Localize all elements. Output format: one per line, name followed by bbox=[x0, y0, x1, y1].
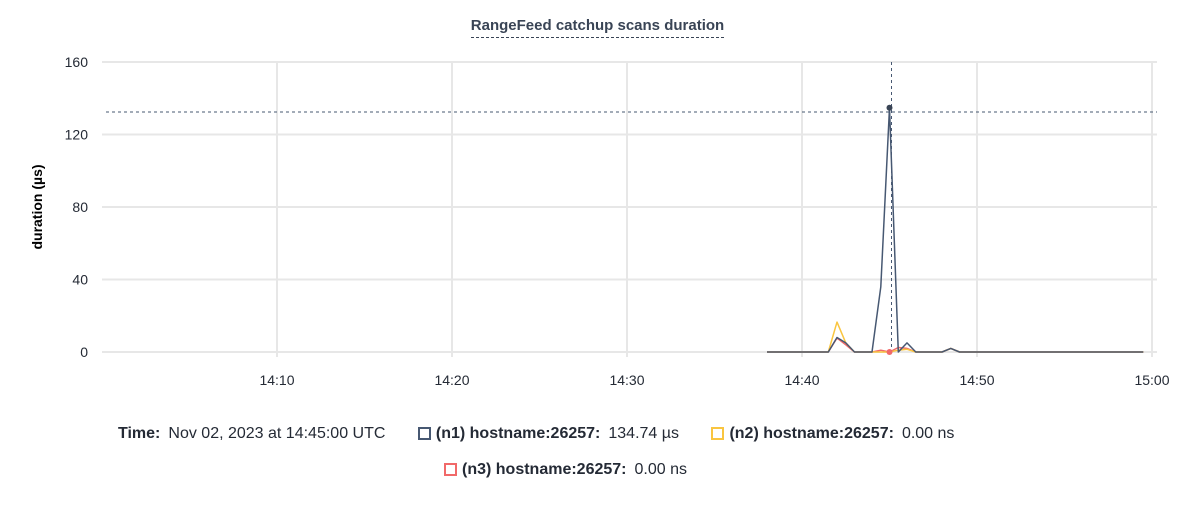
y-tick-label: 0 bbox=[80, 344, 88, 360]
x-tick-label: 14:20 bbox=[434, 372, 469, 388]
tooltip-legend-row2: (n3) hostname:26257: 0.00 ns bbox=[444, 461, 687, 479]
hover-point-n1 bbox=[886, 104, 893, 111]
time-value: Nov 02, 2023 at 14:45:00 UTC bbox=[168, 425, 386, 442]
hover-point-n3 bbox=[886, 349, 893, 355]
chart-plot: 0 40 80 120 160 14:10 14:20 14:30 14:40 14:50 15:0… bbox=[29, 54, 1170, 388]
legend-item-n3[interactable]: (n3) hostname:26257: 0.00 ns bbox=[444, 461, 687, 478]
swatch-icon bbox=[444, 463, 457, 476]
legend-item-n1[interactable]: (n1) hostname:26257: 134.74 µs bbox=[417, 425, 679, 443]
x-tick-label: 14:40 bbox=[784, 372, 819, 388]
time-label: Time: bbox=[118, 425, 161, 442]
legend-item-n2[interactable]: (n2) hostname:26257: 0.00 ns bbox=[711, 425, 954, 443]
y-tick-label: 80 bbox=[72, 199, 88, 215]
tooltip-legend: Time: Nov 02, 2023 at 14:45:00 UTC (n1) h… bbox=[118, 425, 954, 443]
y-tick-label: 40 bbox=[72, 272, 88, 288]
chart-title: RangeFeed catchup scans duration bbox=[0, 17, 1195, 38]
y-axis-label: duration (µs) bbox=[29, 164, 45, 249]
series-line-n2 bbox=[767, 321, 1144, 353]
x-tick-label: 14:30 bbox=[609, 372, 644, 388]
x-tick-label: 14:50 bbox=[959, 372, 994, 388]
series-line-n1 bbox=[767, 107, 1144, 353]
x-tick-label: 14:10 bbox=[259, 372, 294, 388]
y-tick-label: 120 bbox=[65, 127, 89, 143]
x-tick-label: 15:00 bbox=[1134, 372, 1169, 388]
swatch-icon bbox=[417, 427, 431, 440]
y-tick-label: 160 bbox=[65, 54, 89, 70]
swatch-icon bbox=[711, 427, 725, 440]
